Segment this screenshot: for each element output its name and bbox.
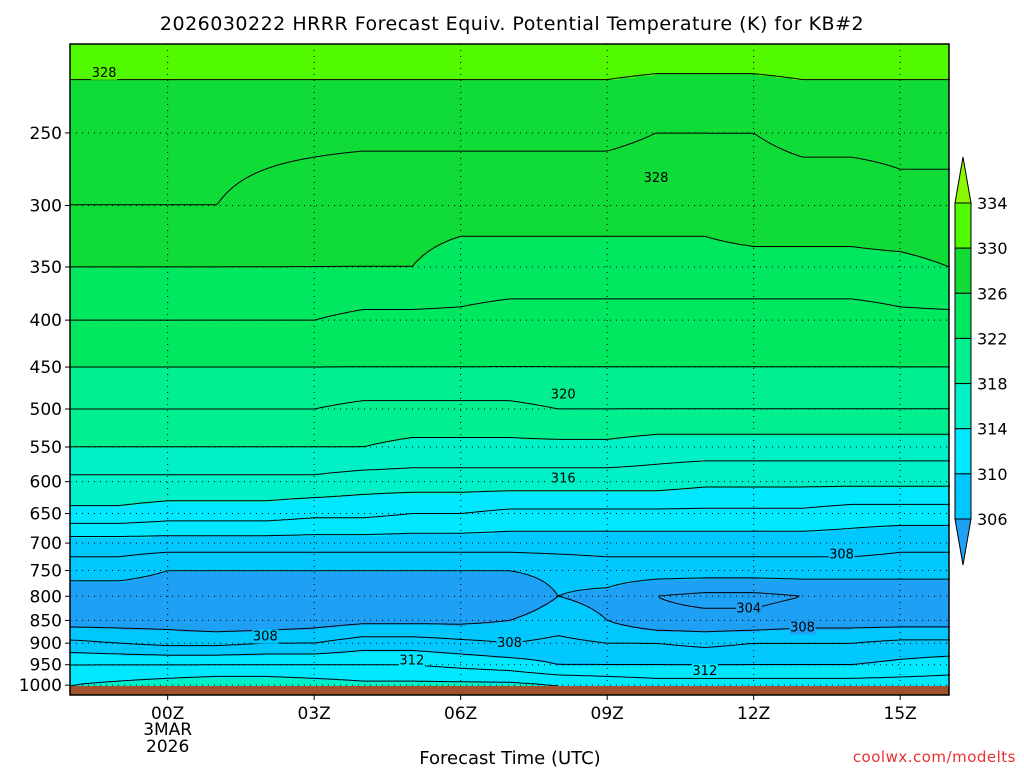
y-tick-label: 650 [30,505,62,525]
grid [70,44,949,695]
x-tick-label: 00Z [151,704,184,724]
y-tick-label: 350 [30,258,62,278]
contour-label-bg [91,65,118,80]
ground [70,686,949,695]
y-tick-label: 450 [30,358,62,378]
colorbar-label: 322 [977,329,1008,348]
colorbar-bin [954,428,972,475]
x-date-text: 2026 [146,737,189,757]
contour-label: 308 [497,636,522,651]
y-tick-label: 600 [30,473,62,493]
x-tick-label: 09Z [591,704,624,724]
x-date-text: 3MAR [143,720,192,740]
contour-line-328 [70,132,950,206]
contour-line-314 [69,485,950,687]
y-tick-label: 900 [30,634,62,654]
contour-labels: 328 328 320 316 308 304 308 308 308 312 312 [91,65,855,679]
credit-link[interactable]: coolwx.com/modelts [853,748,1016,766]
contour-label: 312 [399,654,424,669]
y-tick-label: 500 [30,400,62,420]
contour-label: 312 [692,664,717,679]
contour-line-326 [70,235,951,268]
colorbar-bin [954,337,972,385]
colorbar-label: 314 [977,420,1008,439]
x-tick-label: 06Z [444,704,477,724]
y-tick-label: 800 [30,587,62,607]
y-axis: 250 300 350 400 450 500 550 600 650 700 750 800 850 9… [19,124,70,696]
contour-label: 308 [253,629,278,644]
y-tick-label: 700 [30,534,62,554]
contour-label: 320 [551,387,576,402]
contour-label-bg [735,601,762,616]
colorbar-bin [954,473,972,520]
colorbar-label: 306 [977,510,1008,529]
x-axis-title: Forecast Time (UTC) [419,748,600,768]
contour-label: 328 [644,171,669,186]
y-tick-label: 1000 [19,676,62,696]
colorbar-bin [954,383,972,430]
contour-line-316 [70,460,950,476]
colorbar-extend-top [954,156,972,204]
colorbar-label: 334 [977,194,1008,213]
contour-line-312 [70,503,951,679]
contour-label-bg [550,471,577,486]
y-tick-label: 950 [30,656,62,676]
contour-label-bg [252,629,279,644]
x-tick-label: 15Z [884,704,917,724]
colorbar-bin [954,247,972,294]
y-tick-label: 300 [30,197,62,217]
contour-fill [70,44,949,686]
colorbar-label: 318 [977,375,1008,394]
contour-label: 308 [829,547,854,562]
colorbar-label: 326 [977,284,1008,303]
colorbar: 306 310 314 318 322 326 330 334 [954,156,1008,566]
contour-line-330 [70,73,950,81]
contour-line-320 [70,400,950,410]
x-tick-label: 03Z [298,704,331,724]
contour-label-bg [828,547,855,562]
contour-label-bg [643,171,669,186]
colorbar-label: 310 [977,465,1008,484]
x-axis: 00Z 03Z 06Z 09Z 12Z 15Z [151,695,917,724]
x-tick-label: 12Z [737,704,770,724]
y-tick-label: 250 [30,124,62,144]
ground-band [70,686,949,695]
contour-label-bg [789,620,816,635]
contour-label-bg [398,653,425,668]
colorbar-extend-bottom [954,518,972,566]
colorbar-bin [954,202,972,249]
contour-lines [69,73,951,687]
plot-frame [69,43,950,696]
contour-label-bg [550,387,577,402]
contour-label: 328 [92,66,117,81]
chart-title: 2026030222 HRRR Forecast Equiv. Potentia… [160,13,864,35]
contour-fill-image [70,44,949,686]
contour-label-bg [496,636,523,651]
colorbar-bin [954,292,972,339]
contour-label-bg [691,663,718,678]
y-tick-label: 850 [30,611,62,631]
contour-label: 304 [736,602,761,617]
y-tick-label: 750 [30,562,62,582]
contour-line-310 [69,524,951,666]
contour-label: 316 [551,471,576,486]
contour-line-304 [658,592,800,609]
y-tick-label: 400 [30,311,62,331]
colorbar-label: 330 [977,239,1008,258]
contour-label: 308 [790,620,815,635]
y-tick-label: 550 [30,438,62,458]
